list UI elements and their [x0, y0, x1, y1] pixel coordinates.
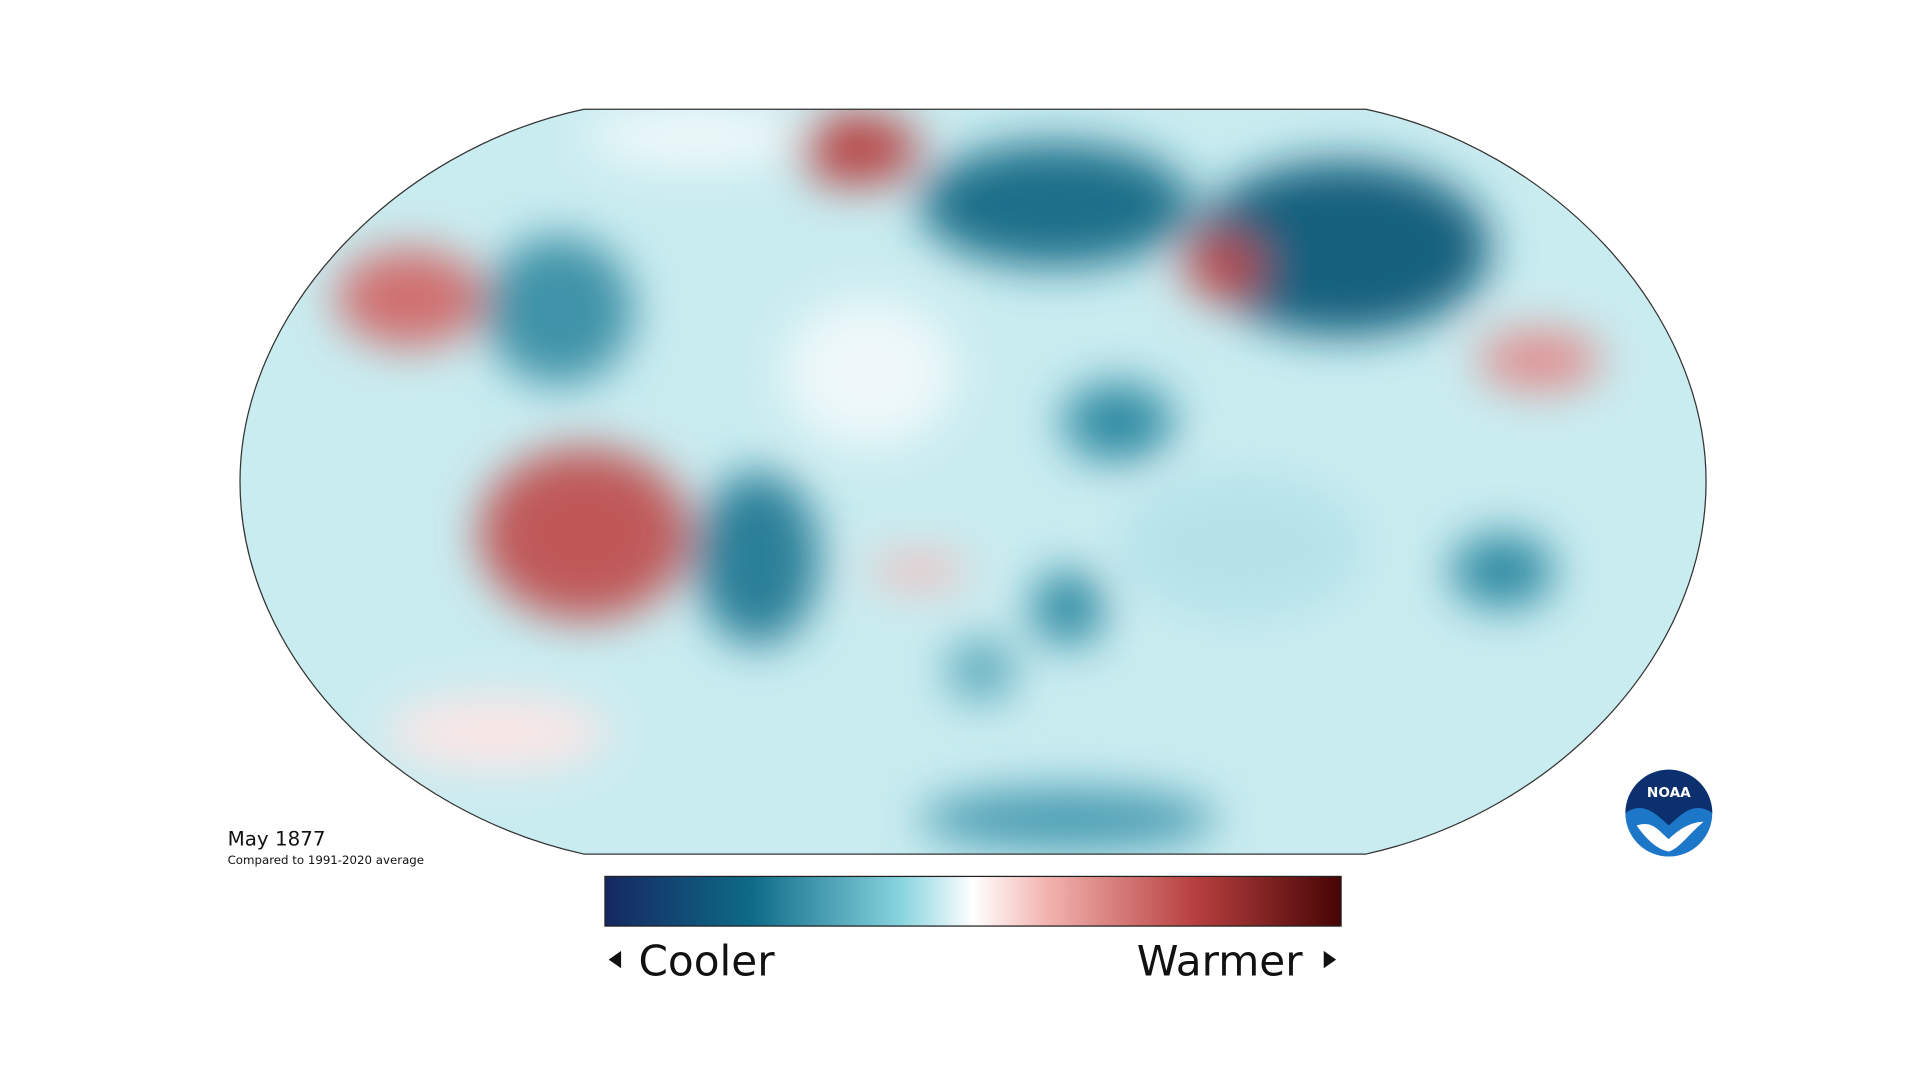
- legend-low-label: Cooler: [638, 937, 775, 986]
- map-outline: [239, 108, 1707, 855]
- warmer-arrow: [1323, 950, 1337, 969]
- map-subtitle: Compared to 1991-2020 average: [228, 853, 424, 867]
- logo-text: NOAA: [1647, 785, 1691, 801]
- cooler-arrow: [608, 950, 622, 969]
- noaa-logo: NOAA: [1625, 769, 1713, 857]
- map-field: [240, 109, 1707, 855]
- legend-high-label: Warmer: [1137, 937, 1304, 986]
- color-scale: [604, 875, 1342, 927]
- anomaly-blobs: [335, 109, 1602, 851]
- map-title: May 1877: [228, 827, 326, 850]
